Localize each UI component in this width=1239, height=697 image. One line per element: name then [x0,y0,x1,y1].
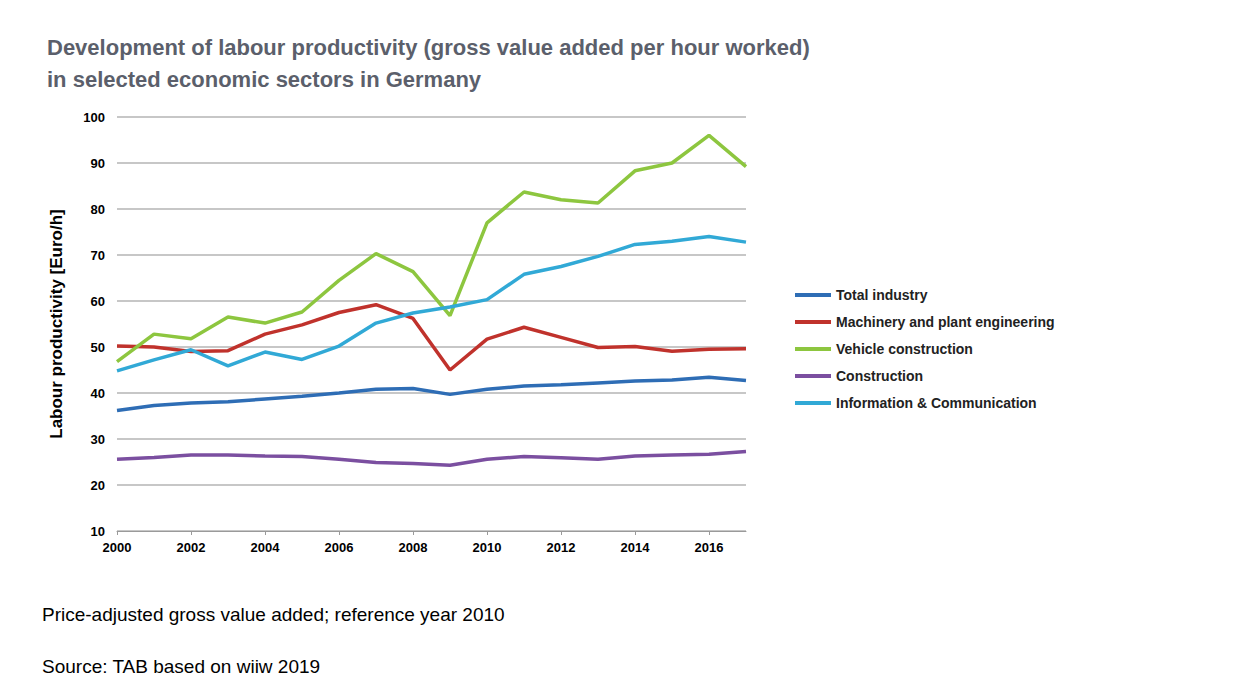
svg-text:2010: 2010 [473,540,502,555]
svg-text:90: 90 [91,156,105,171]
svg-text:Labour productivity [Euro/h]: Labour productivity [Euro/h] [47,209,66,439]
svg-text:2014: 2014 [621,540,651,555]
svg-text:50: 50 [91,340,105,355]
svg-text:20: 20 [91,478,105,493]
svg-text:Vehicle construction: Vehicle construction [836,341,973,357]
svg-text:100: 100 [83,110,105,125]
svg-text:2012: 2012 [547,540,576,555]
svg-text:70: 70 [91,248,105,263]
svg-text:80: 80 [91,202,105,217]
svg-text:2002: 2002 [177,540,206,555]
svg-text:Information & Communication: Information & Communication [836,395,1037,411]
svg-text:Development of labour producti: Development of labour productivity (gros… [47,35,810,60]
svg-text:Machinery and plant engineerin: Machinery and plant engineering [836,314,1055,330]
svg-text:60: 60 [91,294,105,309]
svg-text:Source: TAB based on wiiw 2019: Source: TAB based on wiiw 2019 [42,656,320,677]
svg-text:2000: 2000 [103,540,132,555]
svg-text:2008: 2008 [399,540,428,555]
svg-text:Total industry: Total industry [836,287,928,303]
svg-text:10: 10 [91,524,105,539]
svg-text:2016: 2016 [695,540,724,555]
svg-text:2006: 2006 [325,540,354,555]
svg-text:Construction: Construction [836,368,923,384]
svg-text:40: 40 [91,386,105,401]
svg-text:in selected economic sectors i: in selected economic sectors in Germany [47,67,482,92]
svg-text:30: 30 [91,432,105,447]
svg-text:Price-adjusted gross value add: Price-adjusted gross value added; refere… [42,604,505,625]
svg-text:2004: 2004 [251,540,281,555]
